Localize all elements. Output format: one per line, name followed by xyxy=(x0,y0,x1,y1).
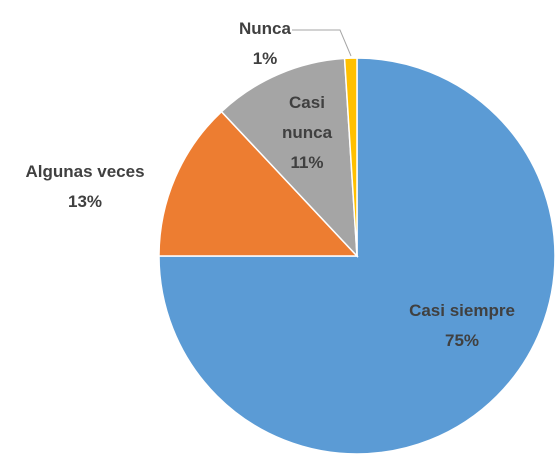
value-label: 75% xyxy=(444,331,480,350)
value-label: 11% xyxy=(290,153,324,172)
value-label: 1% xyxy=(252,49,278,68)
data-label: Casi siempre 75% xyxy=(382,296,542,356)
category-label: Casi siempre xyxy=(409,301,515,320)
pie-slice xyxy=(158,57,556,455)
data-label: Algunas veces 13% xyxy=(5,157,165,217)
leader-line xyxy=(292,29,352,57)
category-label: Casi nunca xyxy=(281,93,333,142)
pie-slice xyxy=(220,57,358,259)
category-label: Algunas veces xyxy=(25,162,145,181)
value-label: 13% xyxy=(67,192,103,211)
data-label: Casi nunca 11% xyxy=(272,88,342,178)
pie-slice xyxy=(158,110,359,257)
data-label: Nunca 1% xyxy=(225,14,305,74)
pie-slice xyxy=(343,57,358,257)
category-label: Nunca xyxy=(239,19,291,38)
